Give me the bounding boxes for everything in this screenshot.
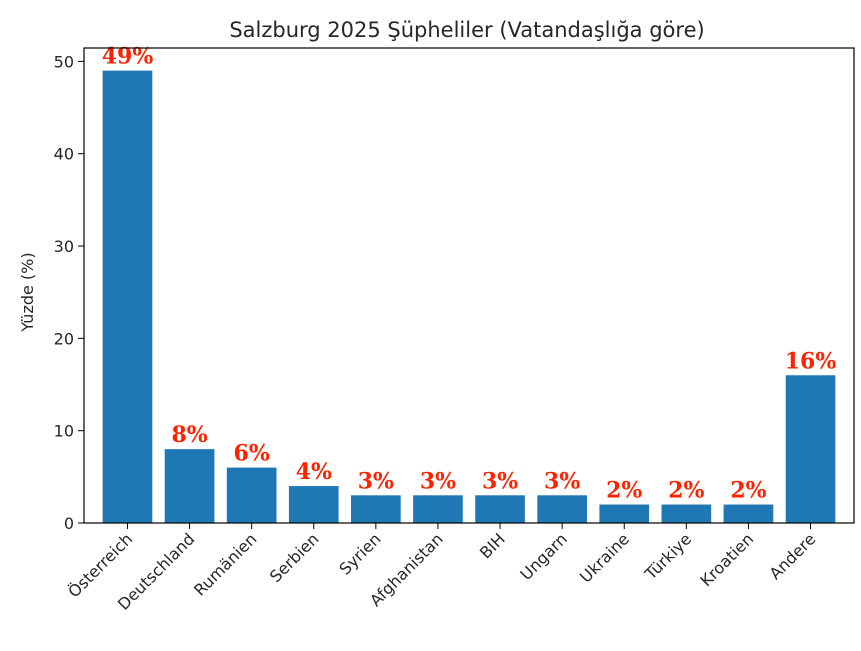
data-label: 3% bbox=[420, 468, 456, 494]
data-label: 4% bbox=[296, 459, 332, 485]
data-label: 16% bbox=[785, 348, 837, 374]
bar-kroatien bbox=[723, 504, 774, 523]
data-label: 3% bbox=[482, 468, 518, 494]
data-label: 3% bbox=[358, 468, 394, 494]
bar-andere bbox=[785, 375, 836, 523]
x-tick-label: Andere bbox=[766, 529, 820, 583]
x-tick-label: Türkiye bbox=[640, 529, 695, 584]
data-label: 2% bbox=[730, 478, 766, 504]
plot-area: 49%8%6%4% 3% 3% 3% 3% 2% 2% 2%16%01020304050Öst… bbox=[54, 44, 855, 614]
bar-bih bbox=[475, 495, 525, 523]
bar-syrien bbox=[351, 495, 401, 523]
bar-ukraine bbox=[599, 504, 650, 523]
data-label: 3% bbox=[544, 468, 580, 494]
data-label: 6% bbox=[234, 441, 270, 467]
y-tick-label: 40 bbox=[54, 145, 74, 164]
y-tick-label: 10 bbox=[54, 422, 74, 441]
bar-rumänien bbox=[226, 467, 277, 523]
y-axis-label: Yüzde (%) bbox=[18, 252, 37, 332]
x-tick-label: Rumänien bbox=[190, 529, 260, 599]
bar-serbien bbox=[288, 486, 339, 523]
bar-ungarn bbox=[537, 495, 587, 523]
bar-österreich bbox=[102, 70, 153, 524]
bar-türkiye bbox=[661, 504, 712, 523]
x-tick-label: BIH bbox=[476, 529, 509, 562]
data-label: 2% bbox=[668, 478, 704, 504]
chart-title: Salzburg 2025 Şüpheliler (Vatandaşlığa g… bbox=[229, 18, 704, 42]
data-label: 2% bbox=[606, 478, 642, 504]
x-tick-label: Syrien bbox=[335, 529, 384, 578]
y-tick-label: 50 bbox=[54, 52, 74, 71]
bar-afghanistan bbox=[413, 495, 463, 523]
x-tick-label: Kroatien bbox=[696, 529, 757, 590]
y-tick-label: 0 bbox=[64, 514, 74, 533]
data-label: 8% bbox=[171, 422, 207, 448]
x-tick-label: Ukraine bbox=[576, 529, 633, 586]
bar-deutschland bbox=[164, 449, 215, 523]
y-tick-label: 20 bbox=[54, 329, 74, 348]
y-tick-label: 30 bbox=[54, 237, 74, 256]
plot-frame bbox=[83, 47, 855, 524]
x-tick-label: Ungarn bbox=[516, 529, 571, 584]
x-tick-label: Serbien bbox=[266, 529, 323, 586]
